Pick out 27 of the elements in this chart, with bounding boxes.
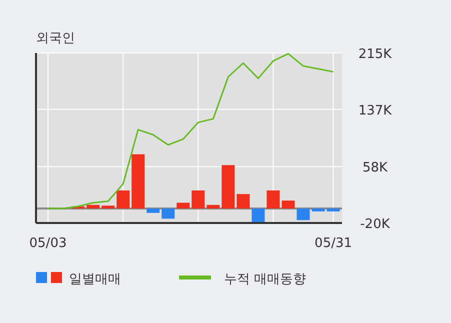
y-tick-label: 137K [358, 103, 392, 118]
chart-title: 외국인 [36, 31, 75, 46]
bar [162, 208, 175, 219]
y-tick-label: 58K [362, 160, 388, 176]
x-tick-label: 05/03 [29, 236, 67, 251]
line-series [47, 52, 334, 210]
bar [312, 208, 325, 212]
bar [222, 165, 235, 209]
bar [282, 200, 295, 209]
bar [116, 190, 130, 209]
bar [326, 208, 340, 212]
bar [176, 202, 190, 209]
y-tick-label: -20K [360, 217, 390, 232]
x-tick-label: 05/31 [314, 236, 352, 251]
bar [252, 208, 265, 223]
bar [296, 208, 310, 220]
y-tick-label: 215K [358, 47, 392, 62]
legend-label: 일별매매 [69, 272, 121, 287]
bar [236, 194, 250, 209]
bar [206, 204, 220, 209]
legend-label: 누적 매매동향 [224, 272, 306, 287]
bar [192, 190, 205, 209]
bar [132, 154, 145, 209]
bar [86, 204, 100, 209]
bar [266, 190, 280, 209]
bar [146, 208, 160, 213]
bar [102, 206, 115, 209]
